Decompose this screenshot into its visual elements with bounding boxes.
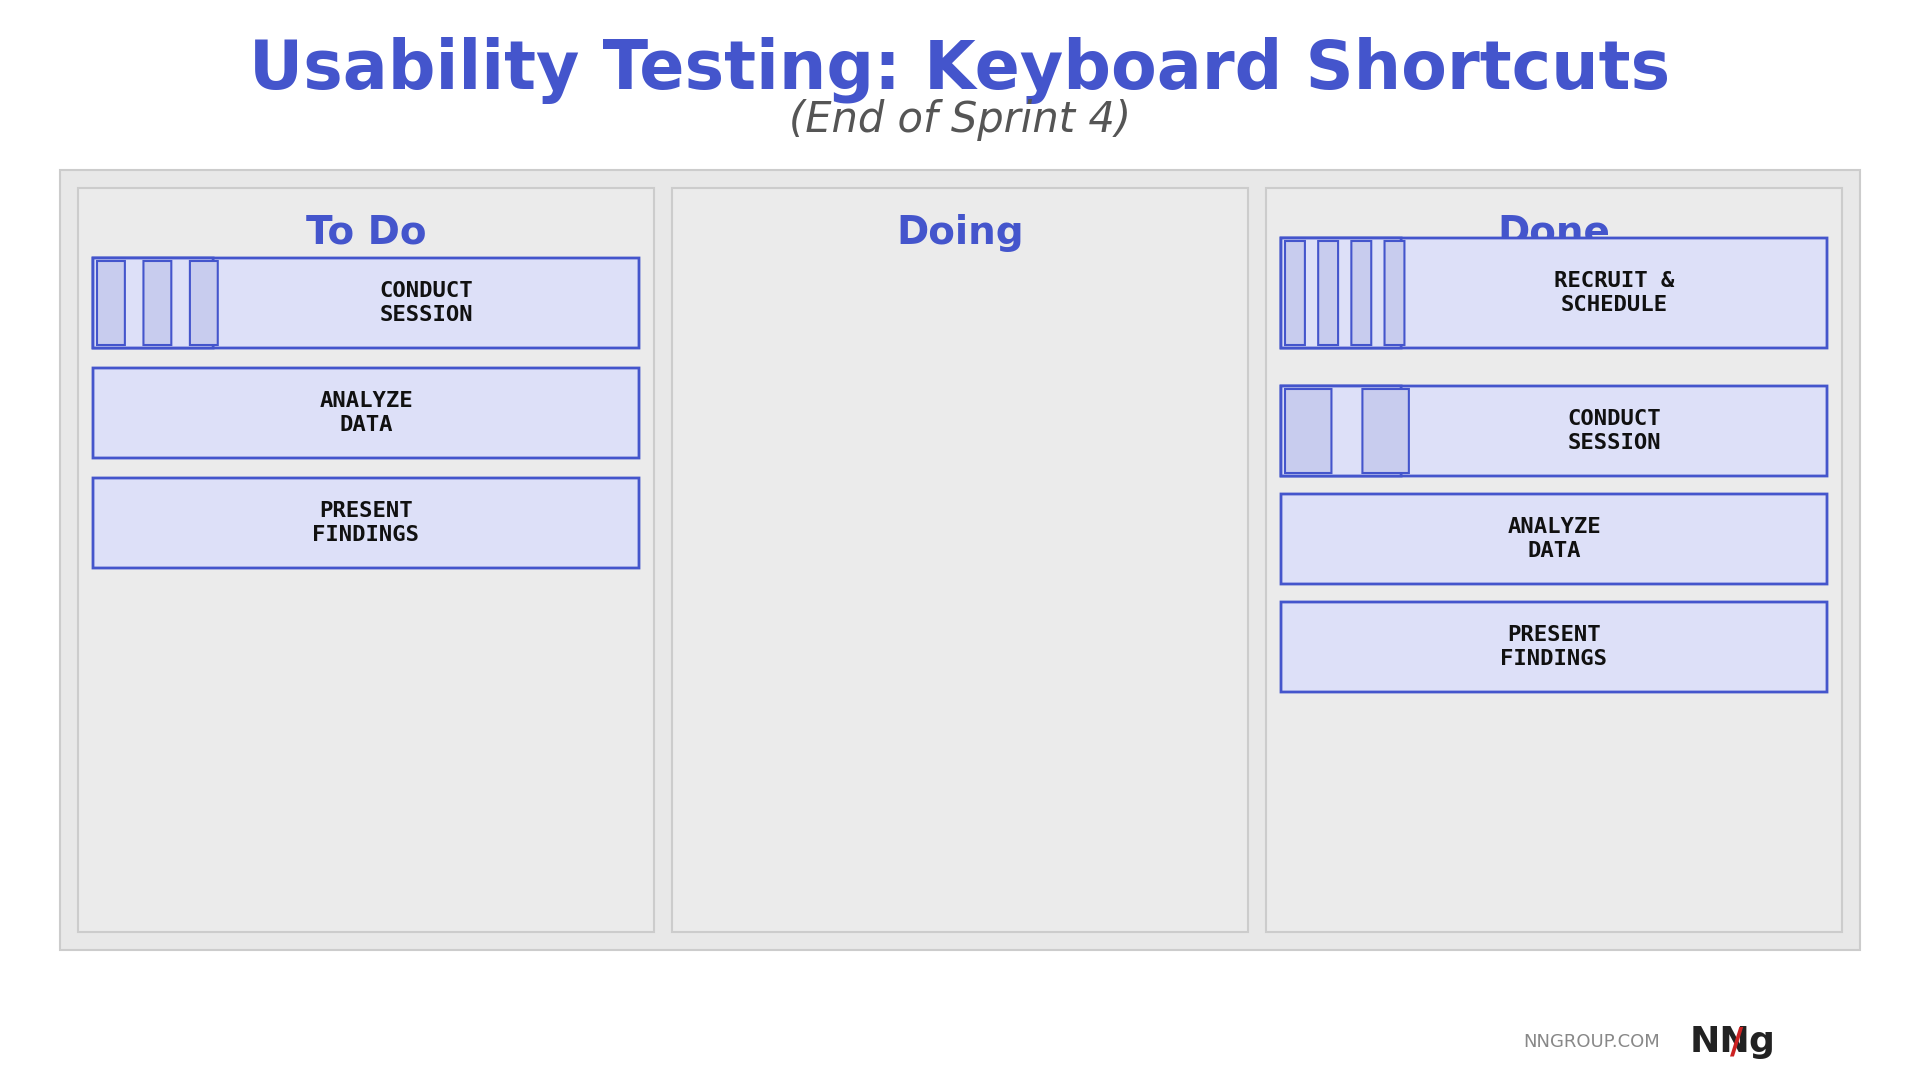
Text: CONDUCT
SESSION: CONDUCT SESSION	[380, 282, 472, 325]
Text: PRESENT
FINDINGS: PRESENT FINDINGS	[1501, 625, 1607, 669]
FancyBboxPatch shape	[92, 258, 639, 348]
FancyBboxPatch shape	[92, 368, 639, 458]
Text: To Do: To Do	[305, 214, 426, 252]
FancyBboxPatch shape	[1281, 238, 1828, 348]
Text: Doing: Doing	[897, 214, 1023, 252]
Text: CONDUCT
SESSION: CONDUCT SESSION	[1567, 409, 1661, 453]
FancyBboxPatch shape	[144, 261, 171, 345]
Text: Done: Done	[1498, 214, 1611, 252]
FancyBboxPatch shape	[1352, 241, 1371, 345]
FancyBboxPatch shape	[1284, 389, 1331, 473]
FancyBboxPatch shape	[79, 188, 655, 932]
FancyBboxPatch shape	[92, 478, 639, 568]
FancyBboxPatch shape	[190, 261, 217, 345]
FancyBboxPatch shape	[1281, 602, 1828, 692]
Text: NN: NN	[1690, 1025, 1751, 1059]
FancyBboxPatch shape	[672, 188, 1248, 932]
FancyBboxPatch shape	[1384, 241, 1404, 345]
FancyBboxPatch shape	[98, 261, 125, 345]
FancyBboxPatch shape	[1281, 386, 1402, 476]
FancyBboxPatch shape	[1363, 389, 1409, 473]
Text: ANALYZE
DATA: ANALYZE DATA	[1507, 517, 1601, 561]
Text: /: /	[1730, 1025, 1743, 1059]
Text: (End of Sprint 4): (End of Sprint 4)	[789, 99, 1131, 141]
Text: RECRUIT &
SCHEDULE: RECRUIT & SCHEDULE	[1553, 271, 1674, 314]
FancyBboxPatch shape	[1281, 238, 1402, 348]
FancyBboxPatch shape	[92, 258, 213, 348]
Text: g: g	[1747, 1025, 1774, 1059]
FancyBboxPatch shape	[1265, 188, 1841, 932]
Text: ANALYZE
DATA: ANALYZE DATA	[319, 391, 413, 434]
Text: Usability Testing: Keyboard Shortcuts: Usability Testing: Keyboard Shortcuts	[250, 37, 1670, 104]
FancyBboxPatch shape	[1281, 386, 1828, 476]
FancyBboxPatch shape	[1281, 494, 1828, 584]
FancyBboxPatch shape	[1284, 241, 1306, 345]
Text: NNGROUP.COM: NNGROUP.COM	[1523, 1032, 1661, 1051]
FancyBboxPatch shape	[1319, 241, 1338, 345]
FancyBboxPatch shape	[60, 170, 1860, 950]
Text: PRESENT
FINDINGS: PRESENT FINDINGS	[313, 501, 419, 544]
